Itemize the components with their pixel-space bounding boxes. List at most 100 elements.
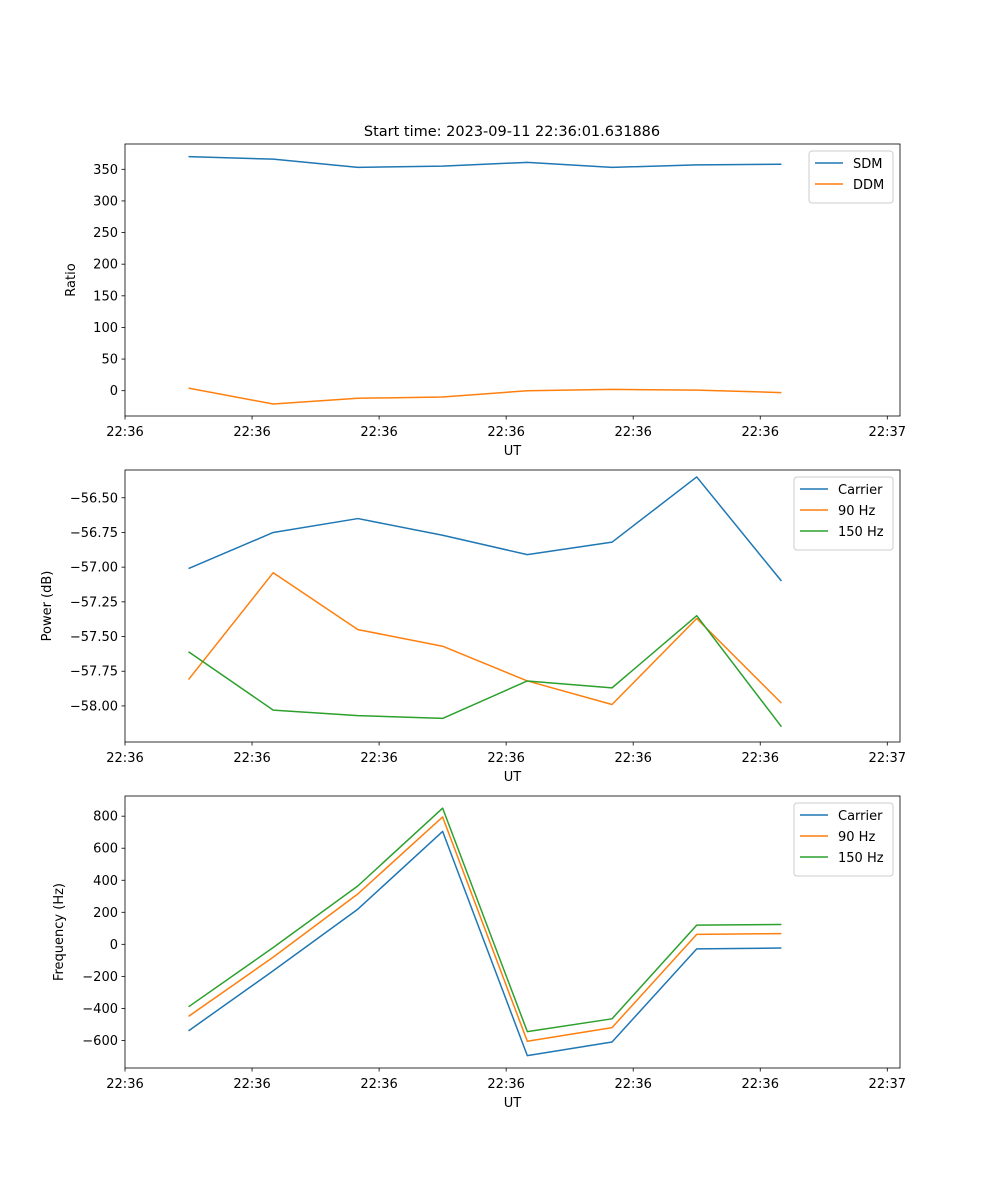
x-tick-label: 22:36 xyxy=(742,1077,779,1092)
data-point xyxy=(696,948,698,950)
data-point xyxy=(696,164,698,166)
panel-3: 22:36 22:36 22:36 22:36 22:36 22:36 22:37 −600 −… xyxy=(52,795,906,1111)
series-line-sdm xyxy=(188,155,782,169)
y-tick-label: −57.00 xyxy=(70,561,118,576)
y-tick-label: −600 xyxy=(82,1034,118,1049)
axes-frame xyxy=(124,795,901,1069)
data-point xyxy=(611,1018,613,1020)
legend: SDM DDM xyxy=(808,150,894,204)
data-point xyxy=(357,517,359,519)
x-tick-label: 22:36 xyxy=(614,751,651,766)
y-tick-label: 0 xyxy=(110,938,118,953)
data-point xyxy=(187,651,189,653)
series-line-ddm xyxy=(188,387,782,405)
x-tick-label: 22:36 xyxy=(106,425,143,440)
x-tick-label: 22:36 xyxy=(106,751,143,766)
data-point xyxy=(441,396,443,398)
x-tick-label: 22:36 xyxy=(487,1077,524,1092)
data-point xyxy=(357,893,359,895)
y-tick-label: 250 xyxy=(93,226,118,241)
y-tick-label: −58.00 xyxy=(70,699,118,714)
data-point xyxy=(187,1006,189,1008)
series-line-90-hz xyxy=(187,571,782,706)
x-tick-label: 22:36 xyxy=(106,1077,143,1092)
x-axis-label: UT xyxy=(504,444,522,459)
data-point xyxy=(611,703,613,705)
data-point xyxy=(611,1041,613,1043)
data-point xyxy=(526,390,528,392)
data-point xyxy=(696,476,698,478)
data-point xyxy=(272,946,274,948)
data-point xyxy=(696,389,698,391)
data-point xyxy=(357,166,359,168)
data-point xyxy=(780,932,782,934)
data-point xyxy=(611,166,613,168)
data-point xyxy=(611,1026,613,1028)
data-point xyxy=(272,709,274,711)
x-axis-label: UT xyxy=(504,1096,522,1111)
series-line-150-hz xyxy=(188,807,782,1033)
x-tick-label: 22:36 xyxy=(360,751,397,766)
data-point xyxy=(780,702,782,704)
x-tick-label: 22:36 xyxy=(742,751,779,766)
data-point xyxy=(526,161,528,163)
data-point xyxy=(526,553,528,555)
y-tick-label: −200 xyxy=(82,970,118,985)
data-point xyxy=(441,830,443,832)
legend-entry-label: 90 Hz xyxy=(838,830,875,845)
x-axis-label: UT xyxy=(504,770,522,785)
data-point xyxy=(272,403,274,405)
legend-entry-label: Carrier xyxy=(838,483,883,498)
data-point xyxy=(187,1015,189,1017)
data-point xyxy=(357,908,359,910)
x-tick-label: 22:36 xyxy=(614,1077,651,1092)
y-tick-label: 0 xyxy=(110,384,118,399)
x-tick-label: 22:37 xyxy=(869,1077,906,1092)
legend-entry-label: Carrier xyxy=(838,809,883,824)
data-point xyxy=(780,923,782,925)
series-line-90-hz xyxy=(188,816,782,1042)
panels: 22:36 22:36 22:36 22:36 22:36 22:36 22:37 0 50 10… xyxy=(40,143,906,1111)
y-tick-label: −400 xyxy=(82,1002,118,1017)
series-line-carrier xyxy=(188,476,783,582)
x-tick-label: 22:36 xyxy=(233,1077,270,1092)
data-point xyxy=(187,155,189,157)
data-point xyxy=(611,541,613,543)
x-tick-label: 22:37 xyxy=(869,425,906,440)
y-axis-label: Ratio xyxy=(64,263,79,296)
data-point xyxy=(526,680,528,682)
y-tick-label: 200 xyxy=(93,258,118,273)
data-point xyxy=(611,687,613,689)
series-line-carrier xyxy=(188,830,782,1057)
data-point xyxy=(526,1040,528,1042)
x-tick-label: 22:37 xyxy=(869,751,906,766)
data-point xyxy=(272,956,274,958)
data-point xyxy=(187,1030,189,1032)
y-tick-label: −57.50 xyxy=(70,630,118,645)
legend-entry-label: 150 Hz xyxy=(838,525,884,540)
data-point xyxy=(357,885,359,887)
y-axis-label: Frequency (Hz) xyxy=(52,883,67,981)
y-tick-label: 800 xyxy=(93,810,118,825)
y-tick-label: 600 xyxy=(93,842,118,857)
data-point xyxy=(187,678,189,680)
y-tick-label: −56.75 xyxy=(70,526,118,541)
x-tick-label: 22:36 xyxy=(233,425,270,440)
data-point xyxy=(696,933,698,935)
data-point xyxy=(187,567,189,569)
data-point xyxy=(187,387,189,389)
y-tick-label: 150 xyxy=(93,289,118,304)
x-tick-label: 22:36 xyxy=(360,425,397,440)
data-point xyxy=(272,571,274,573)
legend-entry-label: 150 Hz xyxy=(838,851,884,866)
data-point xyxy=(780,163,782,165)
x-tick-label: 22:36 xyxy=(487,751,524,766)
data-point xyxy=(526,1054,528,1056)
y-tick-label: 100 xyxy=(93,321,118,336)
legend-entry-label: DDM xyxy=(853,178,884,193)
data-point xyxy=(441,717,443,719)
data-point xyxy=(441,816,443,818)
panel-2: 22:36 22:36 22:36 22:36 22:36 22:36 22:37 −58.0… xyxy=(40,469,906,785)
data-point xyxy=(357,397,359,399)
x-tick-label: 22:36 xyxy=(742,425,779,440)
